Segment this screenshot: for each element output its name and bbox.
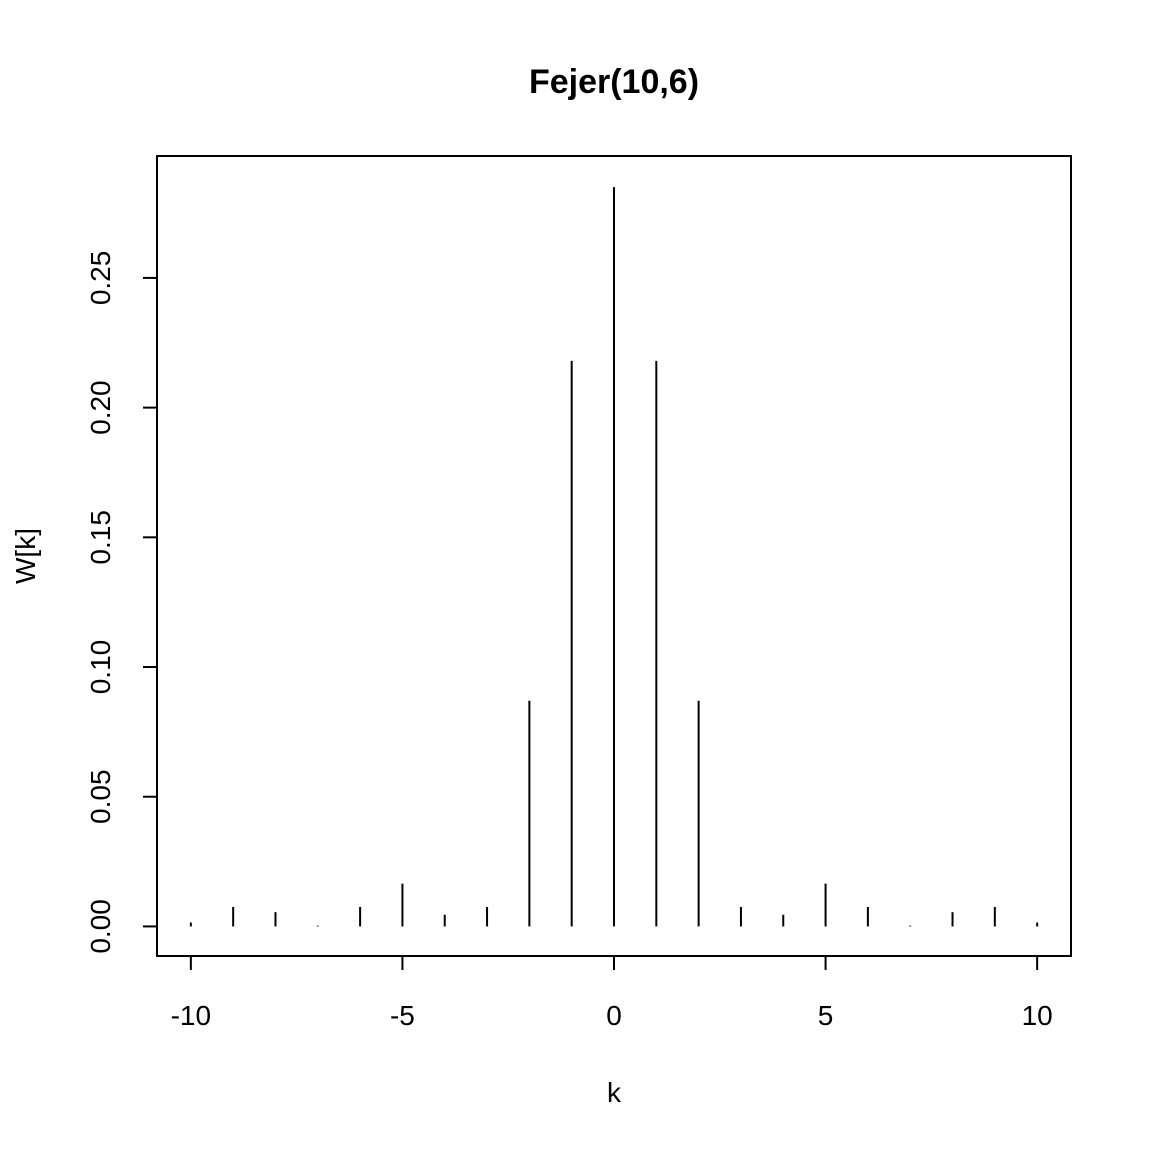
bar-series <box>189 187 1039 927</box>
x-axis-label: k <box>607 1077 622 1108</box>
y-tick-label: 0.10 <box>85 640 116 695</box>
y-axis: 0.00 0.05 0.10 0.15 0.20 0.25 <box>85 251 158 954</box>
x-tick-label: 10 <box>1022 1000 1053 1031</box>
x-tick-label: 0 <box>606 1000 622 1031</box>
y-tick-label: 0.20 <box>85 380 116 435</box>
y-tick-label: 0.00 <box>85 899 116 954</box>
chart-title: Fejer(10,6) <box>529 63 699 101</box>
x-tick-label: -10 <box>171 1000 211 1031</box>
x-tick-label: 5 <box>818 1000 834 1031</box>
y-tick-label: 0.05 <box>85 769 116 824</box>
y-axis-label: W[k] <box>10 528 41 584</box>
y-tick-label: 0.25 <box>85 251 116 306</box>
x-tick-label: -5 <box>390 1000 415 1031</box>
x-axis: -10 -5 0 5 10 <box>171 955 1053 1031</box>
y-tick-label: 0.15 <box>85 510 116 565</box>
